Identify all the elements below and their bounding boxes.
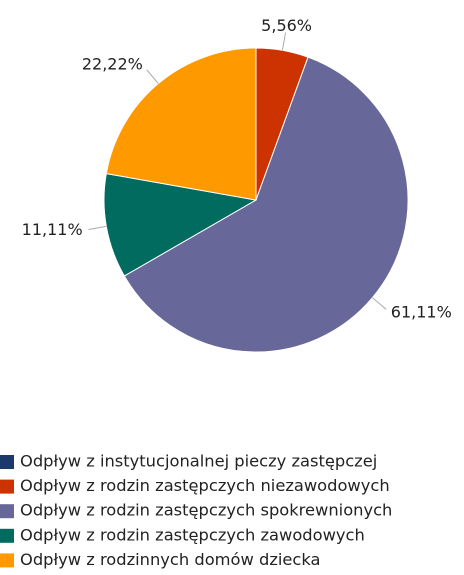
legend-label: Odpływ z instytucjonalnej pieczy zastępc… — [20, 452, 377, 471]
pie-slice — [103, 173, 258, 277]
legend-label: Odpływ z rodzin zastępczych spokrewniony… — [20, 501, 392, 520]
leader-line — [146, 69, 159, 84]
pie-slice — [123, 56, 409, 353]
data-label: 22,22% — [82, 55, 143, 74]
legend-swatch — [0, 528, 14, 543]
leader-line — [281, 32, 287, 51]
pie-slice — [105, 47, 257, 201]
legend-swatch — [0, 504, 14, 519]
leader-line — [372, 297, 387, 310]
legend-swatch — [0, 455, 14, 469]
data-label: 61,11% — [391, 303, 452, 322]
legend-swatch — [0, 553, 14, 568]
data-label: 11,11% — [22, 220, 83, 239]
legend-label: Odpływ z rodzinnych domów dziecka — [20, 550, 320, 569]
legend-label: Odpływ z rodzin zastępczych niezawodowyc… — [20, 476, 390, 495]
leader-line — [88, 225, 107, 230]
data-label: 5,56% — [261, 16, 312, 35]
legend-swatch — [0, 479, 14, 494]
legend-label: Odpływ z rodzin zastępczych zawodowych — [20, 525, 365, 544]
